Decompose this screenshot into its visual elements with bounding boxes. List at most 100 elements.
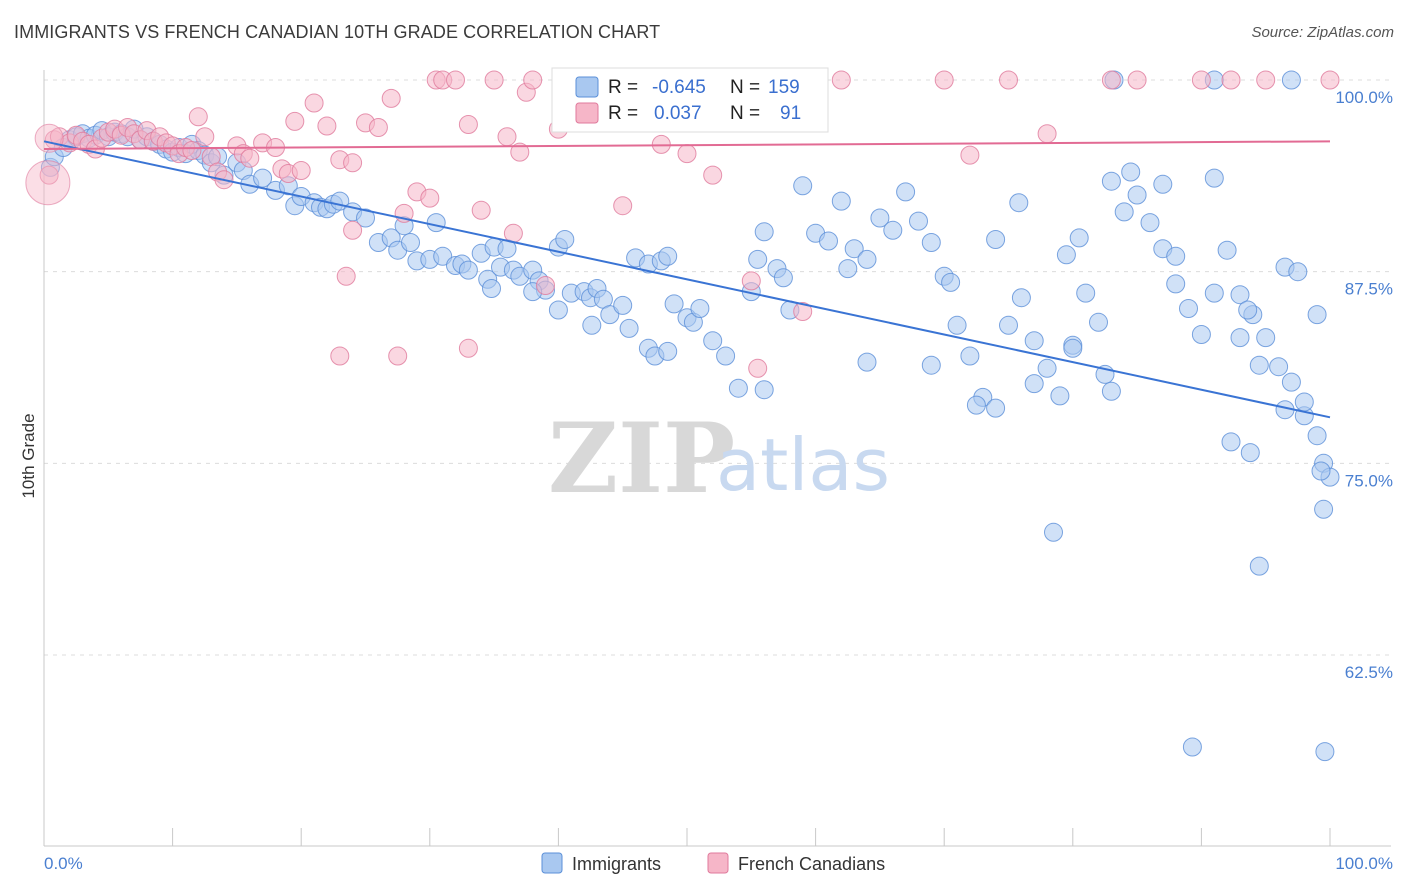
point-immigrants-102 — [909, 211, 928, 231]
point-french-canadians-90 — [388, 346, 408, 366]
point-french-canadians-85 — [1320, 70, 1340, 90]
point-french-canadians-52 — [484, 70, 504, 90]
y-tick-label-3: 62.5% — [1345, 663, 1393, 682]
point-immigrants-110 — [999, 315, 1018, 335]
point-immigrants-116 — [1069, 228, 1089, 248]
point-immigrants-87 — [748, 249, 768, 269]
point-immigrants-169 — [966, 395, 986, 415]
chart-title: IMMIGRANTS VS FRENCH CANADIAN 10TH GRADE… — [14, 22, 661, 42]
point-immigrants-54 — [458, 260, 478, 280]
point-immigrants-117 — [1076, 283, 1096, 303]
point-immigrants-175 — [1311, 461, 1331, 481]
point-french-canadians-84 — [1256, 70, 1276, 90]
point-french-canadians-23 — [188, 107, 208, 127]
point-french-canadians-89 — [458, 338, 478, 358]
point-french-canadians-71 — [741, 271, 761, 291]
point-french-canadians-37 — [304, 93, 324, 113]
point-immigrants-124 — [1140, 213, 1160, 233]
point-immigrants-73 — [613, 295, 633, 315]
point-immigrants-158 — [1056, 245, 1076, 265]
source-credit: Source: ZipAtlas.com — [1251, 24, 1394, 41]
point-immigrants-137 — [1307, 426, 1327, 446]
stats-n-value-french-canadians: 91 — [780, 103, 801, 124]
point-immigrants-131 — [1230, 285, 1250, 305]
point-french-canadians-46 — [420, 188, 440, 208]
point-french-canadians-30 — [240, 148, 260, 168]
point-immigrants-129 — [1204, 168, 1224, 188]
stats-r-label-french-canadians: R = — [608, 103, 638, 124]
point-french-canadians-76 — [934, 70, 954, 90]
point-french-canadians-77 — [960, 145, 980, 165]
point-french-canadians-42 — [368, 118, 388, 137]
point-immigrants-143 — [1044, 522, 1063, 542]
point-immigrants-101 — [896, 182, 916, 202]
point-immigrants-130 — [1217, 240, 1237, 260]
point-immigrants-168 — [482, 279, 501, 298]
point-french-canadians-88 — [343, 220, 363, 240]
trendline-immigrants — [43, 140, 1331, 419]
point-immigrants-149 — [1249, 355, 1269, 375]
point-french-canadians-69 — [677, 144, 697, 164]
point-immigrants-171 — [1182, 737, 1202, 757]
point-french-canadians-43 — [381, 88, 401, 108]
point-immigrants-172 — [1315, 742, 1335, 762]
point-immigrants-95 — [831, 191, 851, 211]
stats-n-label-immigrants: N = — [730, 77, 760, 98]
x-minor-ticks — [43, 828, 1331, 846]
point-immigrants-164 — [658, 341, 678, 361]
point-immigrants-96 — [838, 259, 858, 279]
point-immigrants-167 — [582, 315, 602, 335]
point-immigrants-135 — [1281, 372, 1301, 392]
point-immigrants-113 — [1037, 358, 1057, 378]
legend-label-french-canadians: French Canadians — [738, 854, 885, 874]
point-immigrants-99 — [870, 208, 890, 228]
point-immigrants-97 — [844, 239, 864, 259]
point-immigrants-122 — [1121, 162, 1141, 182]
cluster-french-canadians-top — [34, 123, 64, 153]
point-french-canadians-40 — [343, 153, 363, 173]
point-french-canadians-82 — [1191, 70, 1211, 90]
stats-swatch-immigrants — [575, 76, 599, 98]
point-french-canadians-75 — [831, 70, 851, 90]
point-french-canadians-83 — [1221, 70, 1241, 90]
point-french-canadians-64 — [613, 196, 633, 216]
point-french-canadians-24 — [195, 127, 215, 147]
point-immigrants-121 — [1114, 202, 1134, 222]
point-immigrants-128 — [1191, 325, 1211, 344]
point-immigrants-98 — [857, 249, 877, 269]
point-french-canadians-0 — [39, 165, 59, 185]
point-immigrants-88 — [754, 222, 774, 242]
x-tick-label-min: 0.0% — [44, 854, 83, 873]
point-immigrants-151 — [1288, 262, 1308, 282]
point-immigrants-148 — [1238, 300, 1258, 320]
watermark-atlas: atlas — [716, 423, 890, 507]
point-immigrants-133 — [1256, 328, 1276, 348]
point-immigrants-92 — [793, 176, 813, 196]
point-immigrants-155 — [754, 380, 774, 400]
y-tick-label-2: 75.0% — [1345, 471, 1393, 490]
point-immigrants-105 — [941, 272, 961, 292]
point-french-canadians-86 — [336, 266, 356, 286]
stats-r-label-immigrants: R = — [608, 77, 638, 98]
stats-box: R = -0.645 N = 159 R = 0.037 N = 91 — [551, 67, 829, 133]
y-tick-label-0: 100.0% — [1335, 88, 1393, 107]
point-immigrants-66 — [555, 230, 575, 249]
point-french-canadians-78 — [999, 70, 1018, 90]
point-french-canadians-36 — [291, 161, 311, 180]
point-immigrants-140 — [921, 355, 941, 375]
point-immigrants-173 — [1221, 432, 1241, 452]
point-immigrants-47 — [401, 233, 420, 252]
point-immigrants-107 — [960, 346, 980, 366]
point-immigrants-174 — [1240, 443, 1260, 463]
legend-label-immigrants: Immigrants — [572, 854, 661, 874]
point-immigrants-118 — [1089, 312, 1108, 332]
point-french-canadians-55 — [510, 142, 530, 162]
y-tick-labels: 100.0% 87.5% 75.0% 62.5% — [1335, 88, 1393, 682]
point-immigrants-114 — [1050, 386, 1070, 406]
point-immigrants-78 — [658, 246, 678, 266]
point-immigrants-100 — [883, 220, 903, 240]
point-immigrants-94 — [819, 231, 838, 251]
point-french-canadians-51 — [471, 200, 491, 220]
point-immigrants-145 — [1166, 246, 1186, 266]
point-french-canadians-53 — [497, 127, 517, 147]
